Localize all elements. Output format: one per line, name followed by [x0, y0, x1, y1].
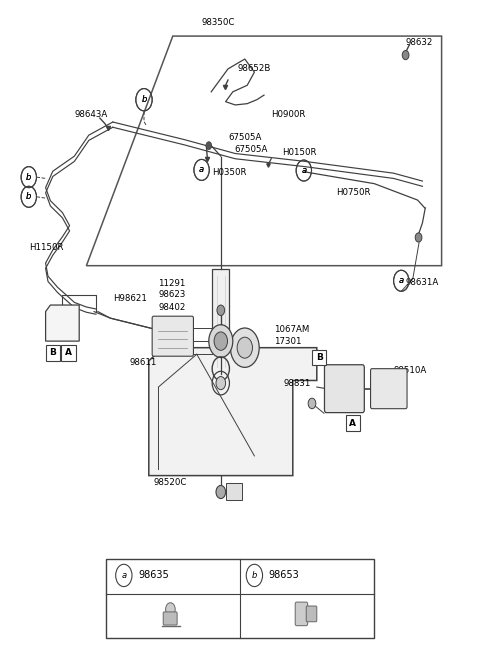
Text: 98831: 98831: [283, 379, 311, 388]
Circle shape: [216, 485, 226, 499]
Text: a: a: [121, 571, 126, 580]
Text: 98635: 98635: [138, 571, 169, 581]
Text: 11291: 11291: [158, 279, 186, 288]
Circle shape: [206, 142, 212, 150]
FancyBboxPatch shape: [346, 415, 360, 431]
FancyBboxPatch shape: [163, 612, 177, 625]
Text: a: a: [399, 276, 404, 285]
Circle shape: [230, 328, 259, 367]
Text: 98611: 98611: [130, 358, 157, 367]
Text: 98652B: 98652B: [238, 64, 271, 73]
Bar: [212, 269, 229, 374]
Text: 17301: 17301: [274, 337, 301, 346]
Text: 67505A: 67505A: [228, 133, 262, 142]
Text: a: a: [199, 165, 204, 174]
Text: 67505A: 67505A: [234, 145, 268, 154]
Text: b: b: [26, 192, 32, 201]
Text: 98623: 98623: [158, 290, 186, 299]
Text: b: b: [26, 173, 32, 182]
FancyBboxPatch shape: [46, 345, 60, 361]
Text: 98350C: 98350C: [202, 18, 235, 28]
Text: a: a: [301, 166, 306, 175]
Polygon shape: [46, 305, 79, 341]
Circle shape: [166, 603, 175, 616]
Text: 98653: 98653: [269, 571, 300, 581]
FancyBboxPatch shape: [312, 350, 326, 365]
Polygon shape: [149, 348, 317, 476]
Circle shape: [217, 305, 225, 316]
Text: H1150R: H1150R: [29, 243, 63, 253]
Text: 98520C: 98520C: [154, 478, 187, 487]
Text: a: a: [199, 165, 204, 174]
FancyBboxPatch shape: [371, 369, 407, 409]
Text: b: b: [26, 173, 32, 182]
Text: 1067AM: 1067AM: [274, 325, 309, 334]
Text: b: b: [141, 95, 147, 104]
Text: 98643A: 98643A: [74, 110, 108, 119]
Text: A: A: [349, 419, 356, 428]
FancyBboxPatch shape: [152, 316, 193, 356]
Text: 98510A: 98510A: [394, 366, 427, 375]
Text: 98515A: 98515A: [331, 366, 364, 375]
Text: 98632: 98632: [406, 38, 433, 47]
Circle shape: [214, 332, 228, 350]
Text: H0350R: H0350R: [212, 168, 247, 177]
Text: H0150R: H0150R: [282, 148, 317, 157]
Text: 98402: 98402: [158, 302, 186, 312]
Text: b: b: [252, 571, 257, 580]
Circle shape: [415, 233, 422, 242]
Circle shape: [308, 398, 316, 409]
Bar: [106, 559, 374, 638]
Circle shape: [209, 325, 233, 358]
Text: A: A: [65, 348, 72, 358]
Text: b: b: [141, 95, 147, 104]
FancyBboxPatch shape: [324, 365, 364, 413]
Text: a: a: [301, 166, 306, 175]
Circle shape: [237, 337, 252, 358]
Text: H98621: H98621: [113, 294, 147, 303]
Circle shape: [216, 377, 226, 390]
Text: B: B: [49, 348, 56, 358]
Circle shape: [402, 51, 409, 60]
Text: a: a: [399, 276, 404, 285]
FancyBboxPatch shape: [295, 602, 308, 626]
FancyBboxPatch shape: [61, 345, 76, 361]
Text: b: b: [26, 192, 32, 201]
FancyBboxPatch shape: [306, 606, 317, 622]
Text: H0750R: H0750R: [336, 188, 371, 197]
Text: B: B: [316, 353, 323, 362]
Text: 98631A: 98631A: [406, 277, 439, 287]
FancyBboxPatch shape: [226, 483, 242, 500]
Text: H0900R: H0900R: [271, 110, 306, 119]
